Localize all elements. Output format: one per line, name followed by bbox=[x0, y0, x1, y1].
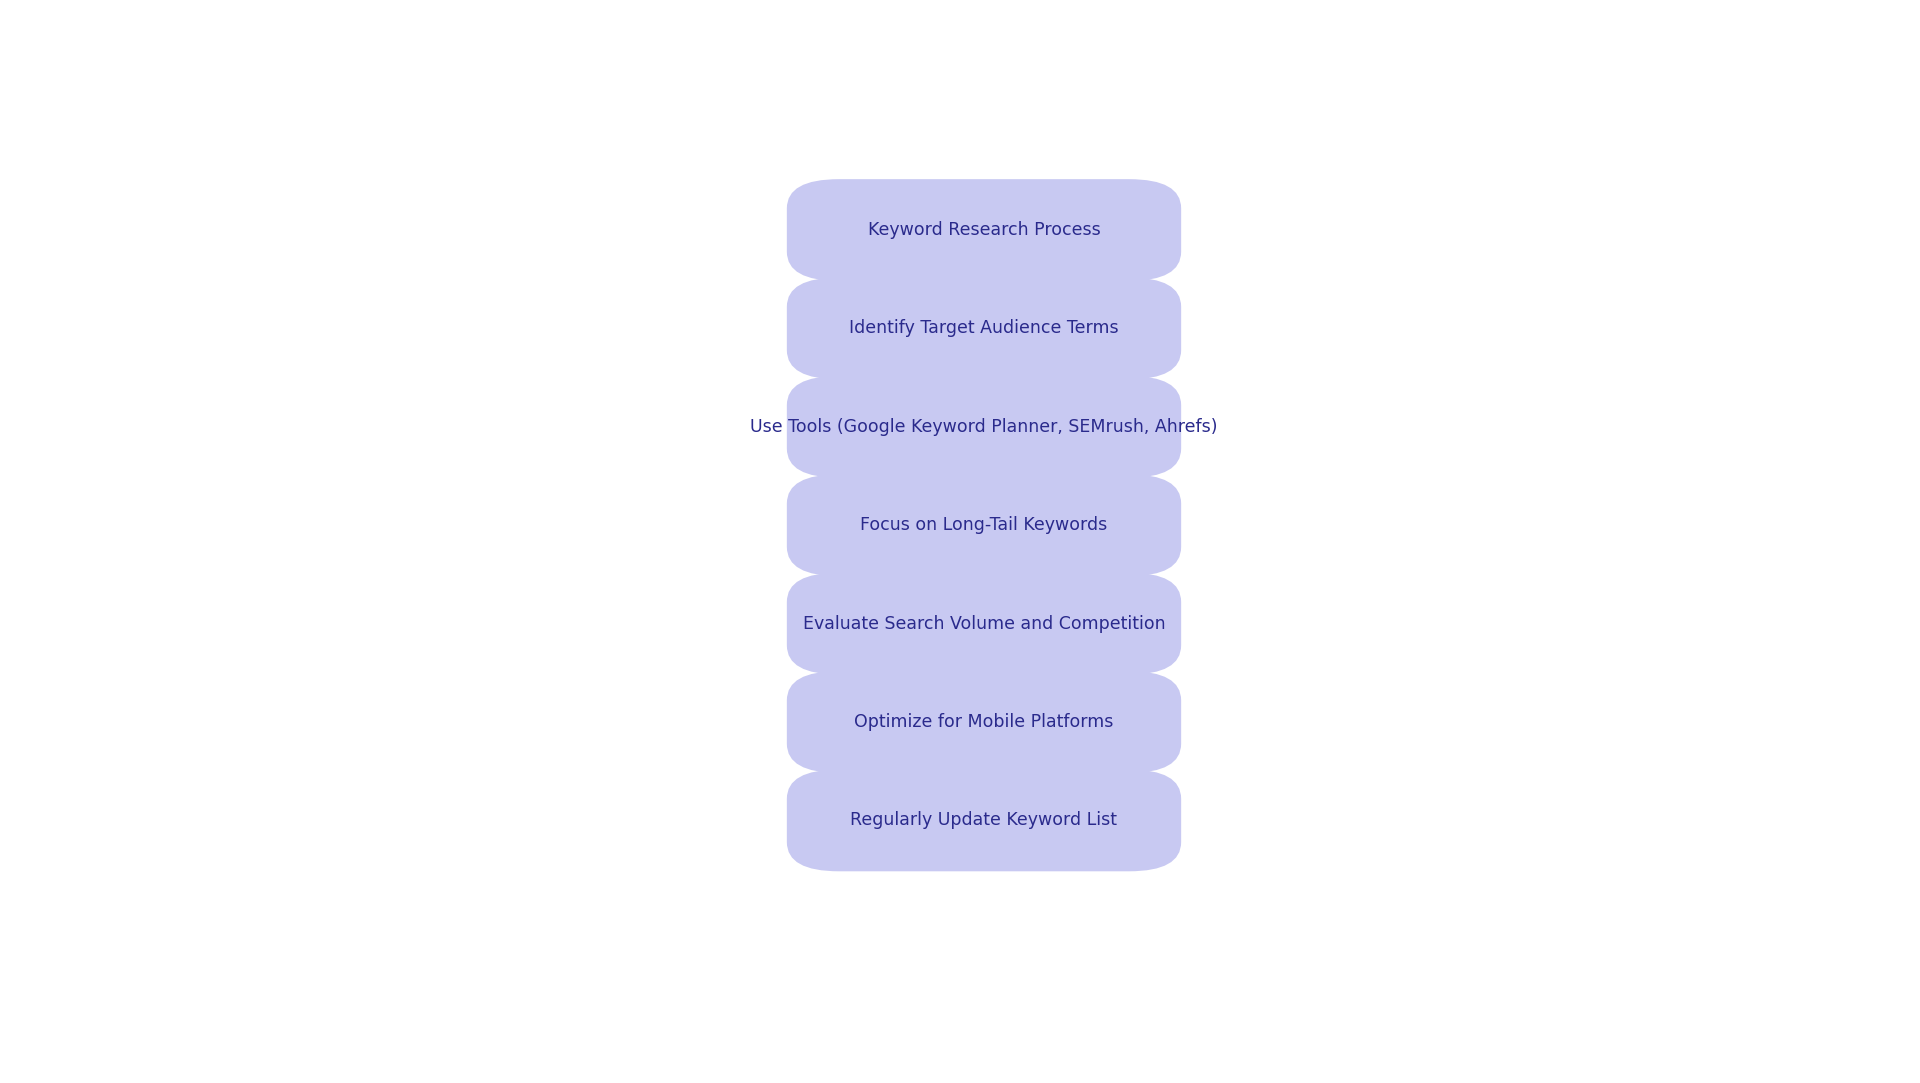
Text: Evaluate Search Volume and Competition: Evaluate Search Volume and Competition bbox=[803, 615, 1165, 632]
FancyBboxPatch shape bbox=[787, 179, 1181, 280]
Text: Use Tools (Google Keyword Planner, SEMrush, Ahrefs): Use Tools (Google Keyword Planner, SEMru… bbox=[751, 418, 1217, 435]
FancyBboxPatch shape bbox=[787, 770, 1181, 872]
Text: Regularly Update Keyword List: Regularly Update Keyword List bbox=[851, 811, 1117, 830]
FancyBboxPatch shape bbox=[787, 573, 1181, 675]
FancyBboxPatch shape bbox=[787, 277, 1181, 379]
Text: Optimize for Mobile Platforms: Optimize for Mobile Platforms bbox=[854, 713, 1114, 731]
FancyBboxPatch shape bbox=[787, 671, 1181, 773]
Text: Focus on Long-Tail Keywords: Focus on Long-Tail Keywords bbox=[860, 517, 1108, 534]
FancyBboxPatch shape bbox=[787, 376, 1181, 478]
Text: Identify Target Audience Terms: Identify Target Audience Terms bbox=[849, 319, 1119, 338]
Text: Keyword Research Process: Keyword Research Process bbox=[868, 221, 1100, 239]
FancyBboxPatch shape bbox=[787, 474, 1181, 576]
